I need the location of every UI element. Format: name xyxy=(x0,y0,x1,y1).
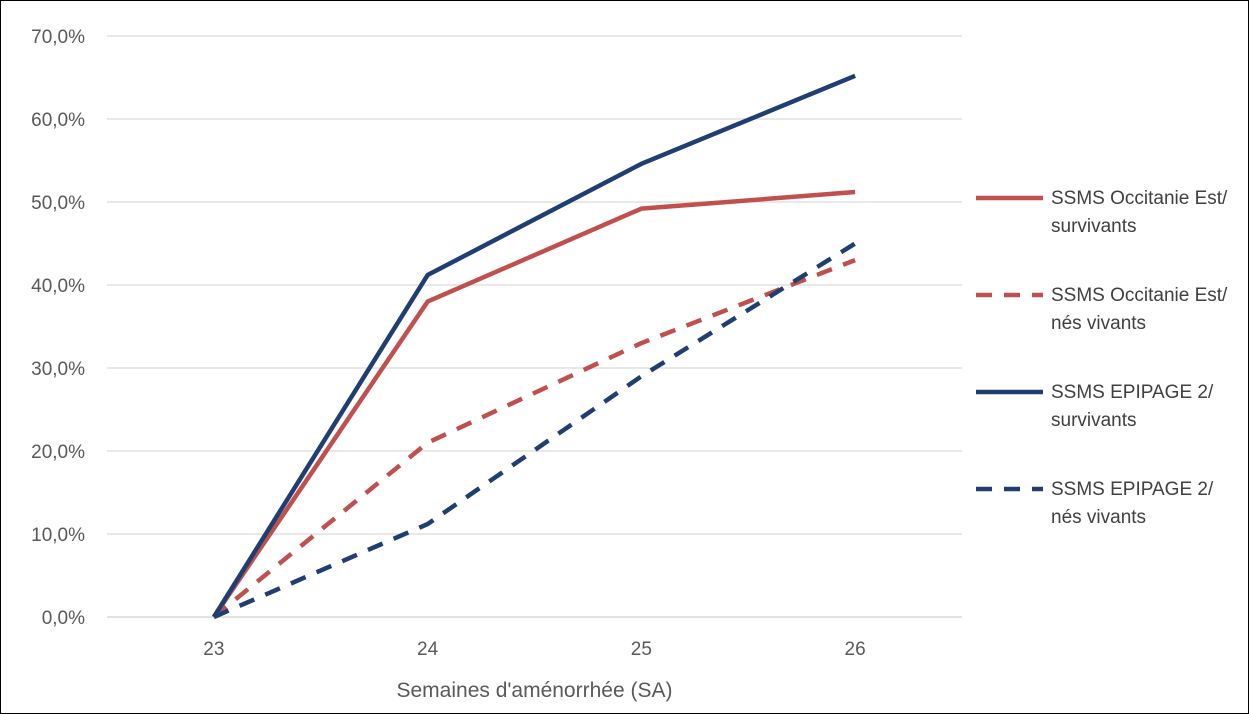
legend-label: nés vivants xyxy=(1051,313,1146,334)
series-line-3 xyxy=(212,241,857,620)
y-tick-label: 20,0% xyxy=(31,442,85,463)
y-tick-label: 40,0% xyxy=(31,276,85,297)
series-line-1 xyxy=(212,258,856,619)
gridlines xyxy=(107,35,962,535)
x-tick-label: 25 xyxy=(631,639,652,660)
legend-label: SSMS EPIPAGE 2/ xyxy=(1051,479,1214,500)
legend-label: survivants xyxy=(1051,216,1137,237)
x-tick-label: 24 xyxy=(417,639,439,660)
x-tick-label: 26 xyxy=(845,639,866,660)
x-axis-title: Semaines d'aménorrhée (SA) xyxy=(397,679,673,702)
x-axis-tick-labels: 23 24 25 26 xyxy=(203,639,865,660)
legend-label: nés vivants xyxy=(1051,507,1146,528)
legend-label: SSMS Occitanie Est/ xyxy=(1051,285,1228,306)
legend-label: SSMS Occitanie Est/ xyxy=(1051,188,1228,209)
series-line-0 xyxy=(212,189,856,619)
y-tick-label: 30,0% xyxy=(31,359,85,380)
legend-label: SSMS EPIPAGE 2/ xyxy=(1051,382,1214,403)
y-tick-label: 60,0% xyxy=(31,110,85,131)
y-tick-label: 70,0% xyxy=(31,27,85,48)
series-line-2 xyxy=(211,73,856,619)
y-tick-label: 50,0% xyxy=(31,193,85,214)
legend-label: survivants xyxy=(1051,410,1137,431)
series-lines xyxy=(211,73,857,620)
y-axis-tick-labels: 0,0% 10,0% 20,0% 30,0% 40,0% 50,0% 60,0% 70,0% xyxy=(31,27,85,629)
y-tick-label: 10,0% xyxy=(31,525,85,546)
y-tick-label: 0,0% xyxy=(42,608,85,629)
x-tick-label: 23 xyxy=(203,639,224,660)
legend: SSMS Occitanie Est/survivants SSMS Occita… xyxy=(976,188,1228,528)
